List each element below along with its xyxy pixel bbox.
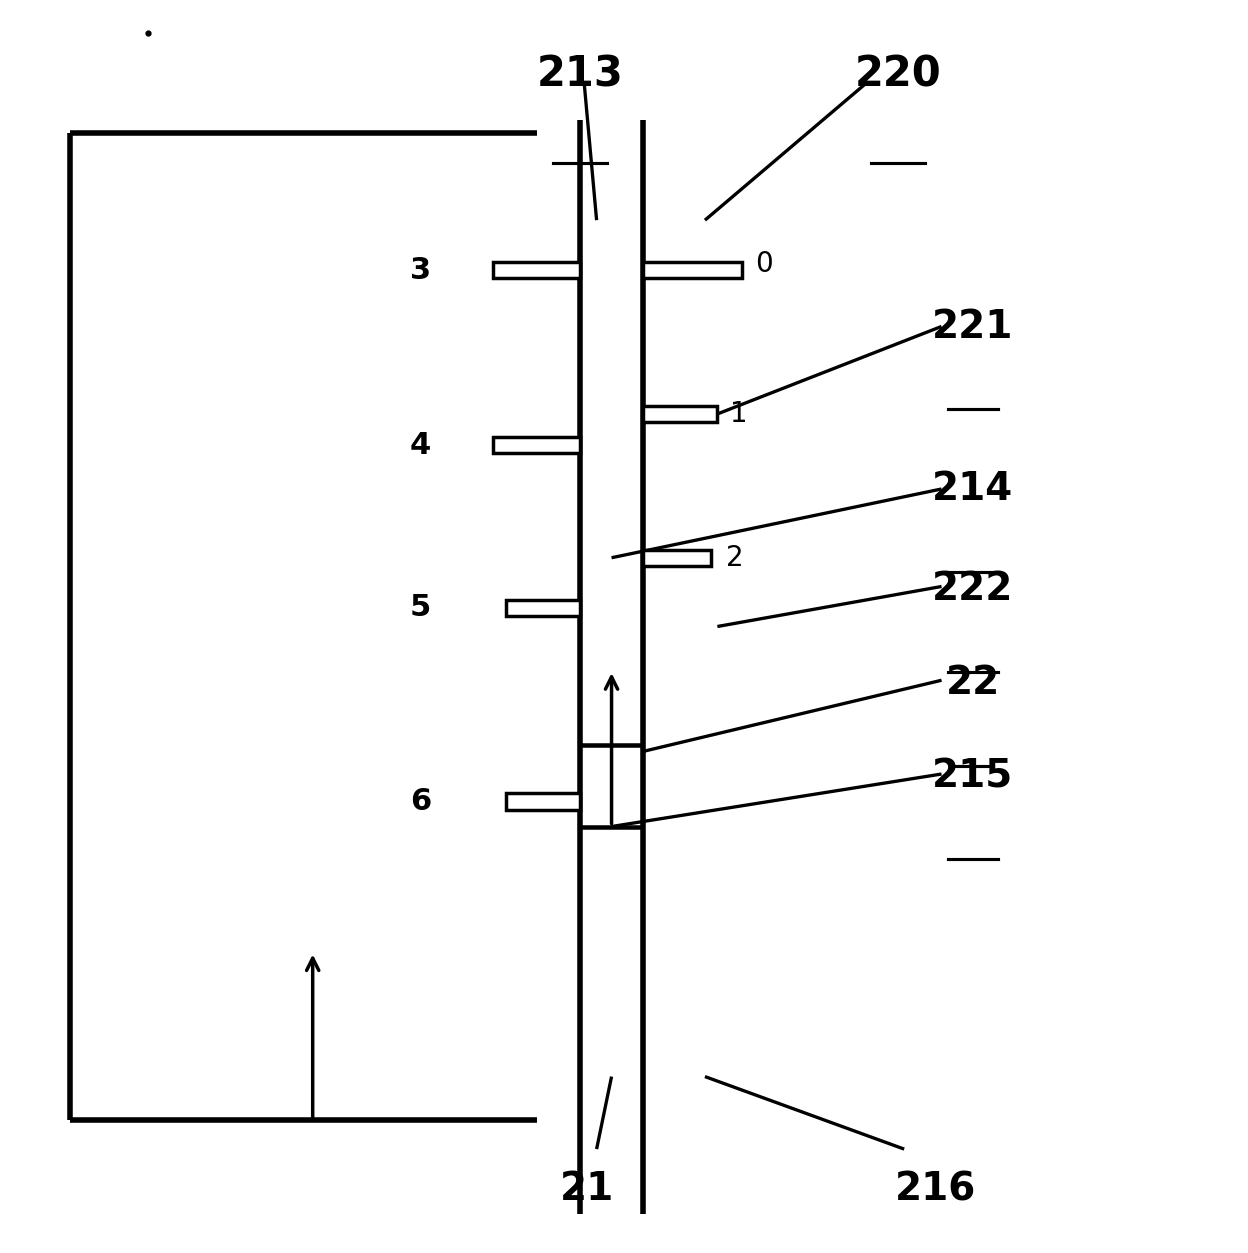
Text: 220: 220 — [855, 54, 941, 96]
Text: 213: 213 — [537, 54, 624, 96]
Text: 222: 222 — [932, 570, 1013, 608]
Bar — [643, 550, 711, 566]
Text: 215: 215 — [932, 758, 1013, 796]
Bar — [493, 262, 580, 278]
Text: 3: 3 — [409, 256, 431, 284]
Text: 6: 6 — [409, 787, 431, 816]
Text: 214: 214 — [932, 470, 1013, 509]
Text: 1: 1 — [730, 400, 748, 429]
Bar — [643, 262, 743, 278]
Bar — [505, 600, 580, 616]
Text: 216: 216 — [895, 1170, 976, 1208]
Bar — [505, 793, 580, 809]
Bar — [493, 437, 580, 454]
Text: 2: 2 — [726, 544, 744, 571]
Text: 0: 0 — [755, 249, 773, 278]
Text: 21: 21 — [559, 1170, 614, 1208]
Text: 221: 221 — [932, 308, 1013, 346]
Text: 22: 22 — [946, 664, 1000, 702]
Text: 5: 5 — [409, 593, 431, 623]
Text: 4: 4 — [409, 431, 431, 460]
Bar — [643, 406, 718, 422]
